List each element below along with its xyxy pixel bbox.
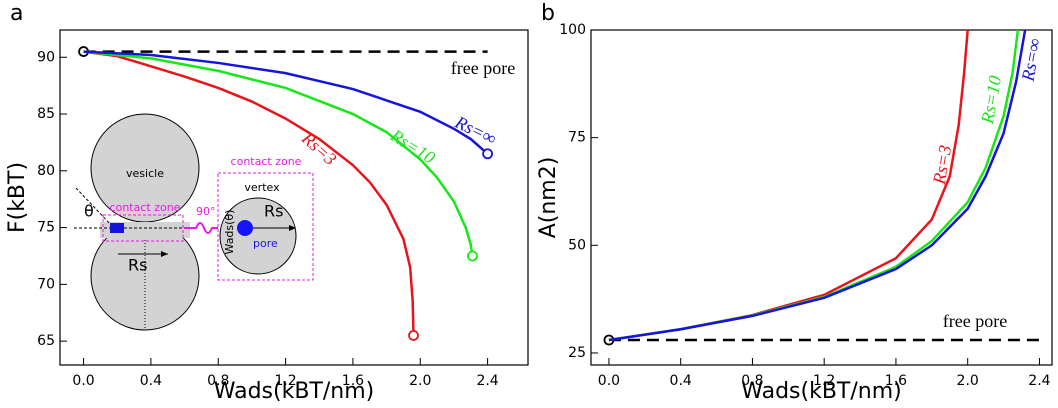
arrow-head	[161, 251, 168, 257]
x-tick-label: 2.4	[476, 373, 498, 389]
pore-edge	[110, 223, 124, 233]
series-label: Rs=3	[929, 144, 956, 187]
series-label: Rs=3	[297, 127, 340, 169]
x-axis-label: Wads(kBT/nm)	[741, 379, 901, 404]
inset-label: pore	[253, 237, 278, 250]
x-tick-label: 0.0	[72, 373, 94, 389]
plot-frame	[590, 29, 1053, 366]
series-line	[608, 29, 969, 342]
y-tick-label: 90	[37, 49, 55, 65]
x-tick-label: 0.8	[207, 373, 229, 389]
plot-frame	[59, 29, 529, 366]
x-tick-label: 0.4	[670, 373, 692, 389]
series-line	[608, 29, 1020, 342]
x-tick-label: 1.6	[885, 373, 907, 389]
link	[184, 222, 218, 234]
x-tick-label: 0.0	[598, 373, 620, 389]
inset-label: contact zone	[110, 201, 181, 214]
series-line	[83, 50, 489, 155]
y-tick-label: 75	[568, 130, 586, 146]
inset-label: Rs	[264, 202, 283, 221]
x-tick-label: 0.4	[140, 373, 162, 389]
angle-line	[75, 187, 113, 227]
x-tick-label: 1.2	[274, 373, 296, 389]
x-tick-label: 1.6	[342, 373, 364, 389]
inset-label: Rs	[128, 256, 147, 275]
y-axis-label: F(kBT)	[5, 162, 30, 233]
y-tick-label: 25	[568, 345, 586, 361]
inset-label: Wads(θ)	[223, 210, 236, 255]
y-tick-label: 80	[37, 163, 55, 179]
inset-label: θ	[84, 202, 94, 221]
x-tick-label: 1.2	[813, 373, 835, 389]
y-tick-label: 85	[37, 106, 55, 122]
y-tick-label: 70	[37, 276, 55, 292]
x-axis-label: Wads(kBT/nm)	[214, 379, 374, 404]
x-tick-label: 2.0	[957, 373, 979, 389]
x-tick-label: 0.8	[741, 373, 763, 389]
arrow-head	[289, 225, 296, 231]
series-line	[83, 50, 415, 336]
pore-dot	[237, 220, 253, 236]
y-axis-label: A(nm2)	[536, 157, 561, 239]
end-marker	[482, 148, 493, 160]
series-label: Rs=10	[977, 74, 1005, 126]
series-label: Rs=10	[386, 125, 438, 168]
inset-label: vesicle	[126, 167, 164, 180]
x-tick-label: 2.0	[409, 373, 431, 389]
vertex-disc	[219, 197, 297, 275]
y-tick-label: 75	[37, 220, 55, 236]
panel-label: a	[10, 1, 23, 26]
series-label: free pore	[451, 58, 515, 78]
vertex-box	[217, 172, 314, 281]
end-marker	[467, 250, 478, 262]
panel-label: b	[541, 1, 555, 26]
y-tick-label: 65	[37, 333, 55, 349]
end-marker	[408, 330, 419, 341]
x-tick-label: 2.4	[1028, 373, 1050, 389]
y-tick-label: 50	[568, 237, 586, 253]
series-line	[608, 29, 1027, 342]
zone-box	[102, 214, 184, 242]
inset: vesicle contact zone θ 90° contact zone …	[74, 113, 314, 331]
y-tick-label: 100	[559, 22, 586, 38]
series-label: free pore	[943, 311, 1007, 331]
inset-label: vertex	[244, 181, 280, 194]
inset-label: contact zone	[231, 155, 302, 168]
series-line	[83, 50, 474, 257]
inset-label: 90°	[196, 205, 216, 218]
